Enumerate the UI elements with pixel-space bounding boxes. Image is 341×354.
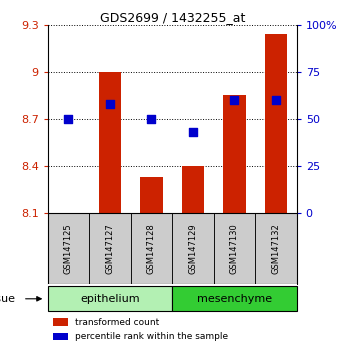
Bar [48,213,89,284]
Bar [265,34,287,213]
Text: tissue: tissue [0,294,15,304]
Bar [214,213,255,284]
Text: epithelium: epithelium [80,294,140,304]
Bar [131,213,172,284]
Text: GSM147130: GSM147130 [230,223,239,274]
Text: transformed count: transformed count [75,318,159,327]
Point [149,116,154,122]
Point [232,97,237,103]
Text: percentile rank within the sample: percentile rank within the sample [75,332,228,341]
Bar [172,286,297,311]
Text: GSM147128: GSM147128 [147,223,156,274]
Text: GSM147125: GSM147125 [64,223,73,274]
Point [107,101,113,107]
Text: GSM147129: GSM147129 [189,223,197,274]
Text: GSM147127: GSM147127 [105,223,115,274]
Bar [99,72,121,213]
Text: mesenchyme: mesenchyme [197,294,272,304]
Bar [89,213,131,284]
Text: GSM147132: GSM147132 [271,223,280,274]
Bar [48,286,172,311]
Bar [172,213,214,284]
Bar [181,166,204,213]
Point [66,116,71,122]
Bar [255,213,297,284]
Title: GDS2699 / 1432255_at: GDS2699 / 1432255_at [100,11,245,24]
Bar [53,333,68,340]
Bar [223,96,246,213]
Point [190,130,196,135]
Bar [53,318,68,326]
Point [273,97,279,103]
Bar [140,177,163,213]
